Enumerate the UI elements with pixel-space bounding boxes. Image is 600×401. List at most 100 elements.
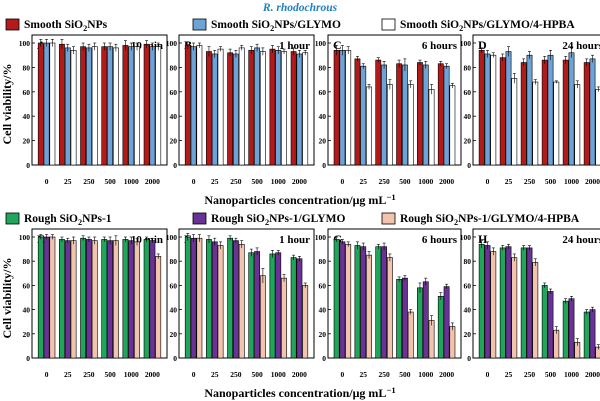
x-tick-label: 25 [211, 370, 219, 379]
y-tick-label: 80 [319, 257, 327, 266]
bar-f-s3-1000 [281, 277, 287, 359]
bar-g-s1-0 [333, 239, 340, 359]
y-tick-label: 40 [464, 112, 472, 121]
bar-f-s2-25 [211, 241, 218, 359]
bar-c-s3-500 [407, 84, 414, 166]
y-tick-label: 20 [464, 137, 472, 146]
y-tick-label: 20 [319, 330, 327, 339]
bar-h-s2-1000 [568, 298, 575, 359]
bar-a-s2-500 [107, 46, 113, 166]
x-tick-label: 500 [104, 177, 116, 186]
bar-c-s2-1000 [422, 64, 429, 166]
bar-h-s3-25 [511, 257, 518, 359]
legend-swatch-3 [381, 18, 396, 31]
bar-a-s1-500 [101, 46, 108, 166]
figure-title: R. rhodochrous [262, 2, 338, 14]
x-tick-label: 500 [251, 370, 263, 379]
x-tick-label: 25 [64, 177, 72, 186]
bar-d-s2-500 [547, 54, 554, 166]
bar-h-s1-500 [541, 285, 548, 359]
bar-a-s1-2000 [143, 43, 150, 166]
bar-b-s2-250 [233, 53, 239, 166]
legend-label-1: Smooth SiO2​NPs [24, 19, 108, 33]
x-tick-label: 25 [64, 370, 72, 379]
panel-frame [178, 228, 315, 359]
x-tick-label: 2000 [292, 177, 307, 186]
y-tick-label: 60 [170, 88, 178, 97]
bar-d-s2-0 [484, 53, 491, 166]
bar-h-s1-2000 [583, 311, 590, 359]
bar-g-s3-500 [407, 311, 414, 359]
x-tick-label: 500 [104, 370, 116, 379]
x-tick-label: 250 [378, 177, 390, 186]
x-tick-label: 1000 [418, 370, 433, 379]
bar-e-s2-25 [64, 240, 71, 359]
x-tick-label: 0 [341, 177, 345, 186]
bar-c-s2-2000 [443, 65, 450, 166]
bar-g-s1-2000 [437, 295, 444, 359]
y-tick-label: 80 [170, 63, 178, 72]
y-tick-label: 20 [170, 330, 178, 339]
x-tick-label: 25 [360, 370, 368, 379]
x-tick-label: 250 [524, 370, 536, 379]
bar-f-s2-2000 [296, 258, 303, 359]
y-tick-label: 60 [464, 88, 472, 97]
panel-time-label: 1 hour [279, 234, 310, 246]
bar-d-s1-2000 [583, 62, 590, 166]
panel-frame [31, 34, 168, 166]
bar-d-s1-25 [499, 57, 506, 166]
bar-a-s2-250 [86, 47, 92, 166]
bar-d-s3-0 [490, 54, 497, 166]
bar-g-s2-250 [381, 246, 387, 359]
legend-label-2: Rough SiO2​NPs-1/GLYMO [211, 213, 345, 227]
y-tick-label: 40 [23, 112, 31, 121]
bar-a-s3-250 [91, 46, 98, 166]
y-tick-label: 20 [170, 137, 178, 146]
x-tick-label: 1000 [418, 177, 433, 186]
bar-d-s3-2000 [595, 89, 600, 166]
bar-f-s1-0 [184, 236, 191, 359]
bar-b-s2-25 [211, 53, 218, 166]
y-tick-label: 60 [319, 88, 327, 97]
x-tick-label: 2000 [585, 370, 600, 379]
bar-d-s1-500 [541, 59, 548, 166]
bar-g-s3-25 [366, 254, 372, 359]
bar-b-s1-1000 [269, 48, 276, 166]
y-tick-label: 0 [26, 161, 30, 170]
bar-e-s2-2000 [149, 240, 156, 359]
panel-frame [472, 228, 600, 359]
y-tick-label: 80 [464, 63, 472, 72]
x-tick-label: 1000 [271, 177, 286, 186]
bar-g-s3-0 [345, 243, 352, 359]
x-tick-label: 250 [83, 370, 95, 379]
bar-b-s2-500 [254, 47, 260, 166]
bar-g-s3-2000 [449, 326, 456, 359]
x-axis-label: Nanoparticles concentration/μg mL−1 [204, 385, 395, 400]
legend-swatch-1 [5, 212, 20, 225]
bar-b-s2-1000 [275, 50, 282, 166]
bar-b-s2-0 [190, 46, 197, 166]
y-tick-label: 40 [170, 306, 178, 315]
y-tick-label: 0 [467, 161, 471, 170]
bar-e-s3-2000 [155, 256, 162, 359]
bar-f-s3-250 [238, 243, 245, 359]
bar-h-s3-2000 [595, 346, 600, 359]
y-tick-label: 60 [23, 88, 31, 97]
legend-swatch-1 [5, 18, 20, 31]
bar-e-s1-25 [59, 239, 65, 359]
bar-d-s3-500 [553, 81, 560, 166]
x-tick-label: 25 [505, 177, 513, 186]
bar-h-s2-500 [547, 291, 554, 359]
panel-frame [327, 34, 462, 166]
bar-f-s3-500 [259, 275, 266, 359]
bar-h-s1-25 [499, 247, 506, 359]
bar-g-s1-250 [375, 246, 382, 359]
panel-d: 0 20 40 60 80 100 D 24 hours 0 25 250 500 1000 2000 [460, 34, 600, 186]
panel-time-label: 24 hours [562, 234, 600, 246]
bar-e-s1-250 [80, 237, 87, 359]
bar-g-s2-25 [360, 246, 367, 359]
x-tick-label: 250 [524, 177, 536, 186]
y-tick-label: 40 [319, 112, 327, 121]
